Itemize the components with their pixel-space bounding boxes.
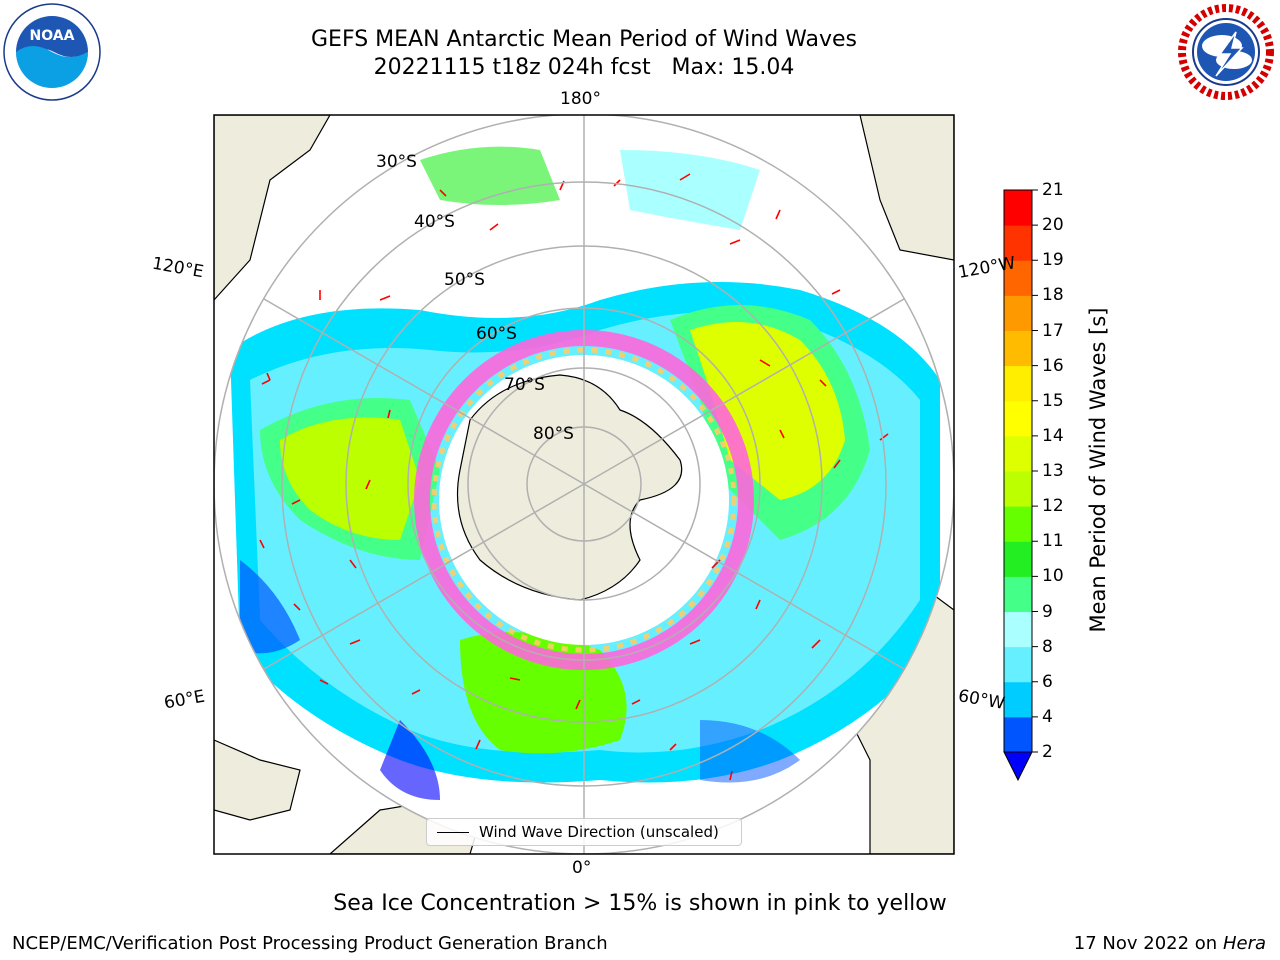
colorbar-tick-label: 11 xyxy=(1042,531,1064,552)
colorbar xyxy=(1003,189,1038,782)
nws-logo-icon xyxy=(1178,4,1274,100)
colorbar-tick-label: 6 xyxy=(1042,671,1053,692)
colorbar-swatch xyxy=(1004,576,1032,612)
sea-ice-note: Sea Ice Concentration > 15% is shown in … xyxy=(333,891,947,916)
colorbar-tick-label: 9 xyxy=(1042,601,1053,622)
colorbar-swatch xyxy=(1004,365,1032,402)
date-text: 17 Nov 2022 on xyxy=(1073,933,1218,954)
credit-text: NCEP/EMC/Verification Post Processing Pr… xyxy=(12,933,608,954)
date-stamp: 17 Nov 2022 on Hera xyxy=(1074,933,1266,954)
colorbar-tick-label: 2 xyxy=(1042,742,1053,762)
colorbar-swatch xyxy=(1004,506,1032,542)
colorbar-tick-label: 17 xyxy=(1042,320,1064,341)
colorbar-tick-label: 8 xyxy=(1042,636,1053,657)
colorbar-swatch xyxy=(1004,190,1032,226)
colorbar-tick-label: 4 xyxy=(1042,706,1053,727)
antarctica xyxy=(456,374,683,601)
chart-title: GEFS MEAN Antarctic Mean Period of Wind … xyxy=(311,27,857,52)
legend-line-swatch xyxy=(437,832,469,833)
noaa-logo-icon: NOAA xyxy=(3,3,101,101)
lat-label-60s: 60°S xyxy=(476,324,517,344)
colorbar-tick-label: 15 xyxy=(1042,390,1064,411)
colorbar-swatch xyxy=(1004,716,1032,753)
lat-label-40s: 40°S xyxy=(414,212,455,232)
colorbar-swatch xyxy=(1004,646,1032,683)
lat-label-80s: 80°S xyxy=(533,424,574,444)
colorbar-swatch xyxy=(1004,541,1032,577)
colorbar-tick-label: 21 xyxy=(1042,180,1064,200)
colorbar-swatch xyxy=(1004,225,1032,261)
lon-label-180: 180° xyxy=(560,89,601,109)
colorbar-swatch xyxy=(1004,295,1032,331)
wind-wave-arrows xyxy=(259,173,889,781)
colorbar-tick-label: 10 xyxy=(1042,566,1064,587)
colorbar-swatch xyxy=(1004,471,1032,507)
colorbar-tick-label: 19 xyxy=(1042,250,1064,271)
colorbar-swatch xyxy=(1004,330,1032,367)
lon-label-0: 0° xyxy=(572,858,592,878)
svg-text:NOAA: NOAA xyxy=(30,28,75,44)
lat-label-30s: 30°S xyxy=(376,152,417,172)
colorbar-tick-label: 13 xyxy=(1042,461,1064,481)
colorbar-title: Mean Period of Wind Waves [s] xyxy=(1086,307,1110,633)
legend-label: Wind Wave Direction (unscaled) xyxy=(479,823,719,841)
chart-subtitle: 20221115 t18z 024h fcst Max: 15.04 xyxy=(373,55,795,80)
map-legend: Wind Wave Direction (unscaled) xyxy=(426,818,742,846)
colorbar-swatch xyxy=(1004,611,1032,648)
host-text: Hera xyxy=(1222,933,1266,954)
colorbar-swatch xyxy=(1004,435,1032,472)
colorbar-tick-label: 16 xyxy=(1042,355,1064,376)
colorbar-swatch xyxy=(1004,260,1032,296)
lat-label-70s: 70°S xyxy=(504,375,545,395)
graticule xyxy=(214,115,954,854)
colorbar-swatch xyxy=(1004,681,1032,718)
colorbar-under-arrow xyxy=(1003,751,1033,782)
colorbar-tick-label: 18 xyxy=(1042,285,1064,306)
colorbar-swatch xyxy=(1004,400,1032,437)
lat-label-50s: 50°S xyxy=(444,270,485,290)
colorbar-tick-label: 12 xyxy=(1042,496,1064,517)
colorbar-tick-label: 14 xyxy=(1042,425,1064,446)
colorbar-tick-label: 20 xyxy=(1042,215,1064,236)
